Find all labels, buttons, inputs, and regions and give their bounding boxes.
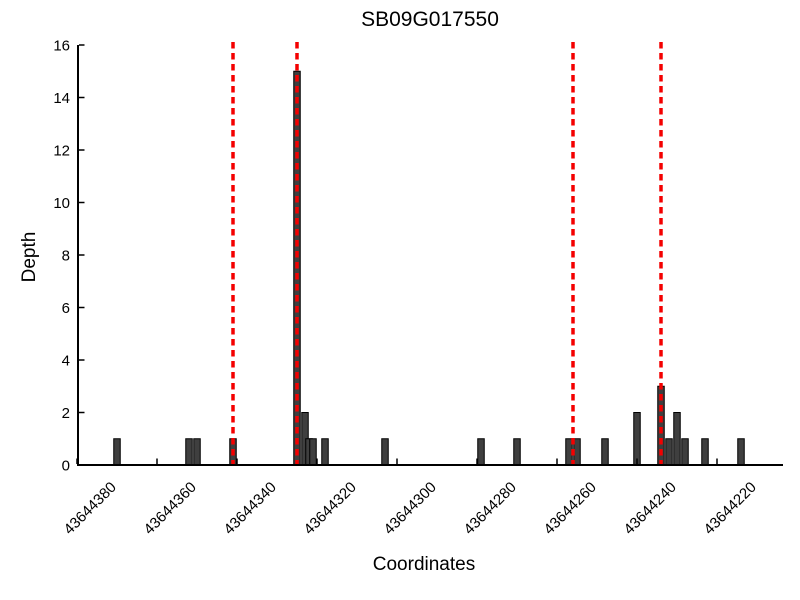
bar (321, 438, 329, 466)
y-tick-label: 6 (62, 300, 70, 317)
bar (633, 412, 641, 466)
x-tick-label: 43644260 (541, 479, 600, 538)
x-tick-label: 43644340 (221, 479, 280, 538)
bar (513, 438, 521, 466)
y-tick-label: 12 (53, 143, 70, 160)
y-tick-label: 8 (62, 248, 70, 265)
y-tick-label: 2 (62, 405, 70, 422)
chart-title: SB09G017550 (361, 8, 499, 31)
x-tick-label: 43644300 (381, 479, 440, 538)
x-tick-label: 43644360 (141, 479, 200, 538)
bar (113, 438, 121, 466)
bar (477, 438, 485, 466)
y-tick-label: 4 (62, 353, 70, 370)
x-tick-label: 43644240 (621, 479, 680, 538)
bar (309, 438, 317, 466)
bar (701, 438, 709, 466)
bar (665, 438, 673, 466)
y-tick-label: 0 (62, 458, 70, 475)
x-axis-label: Coordinates (372, 554, 476, 575)
bar (185, 438, 193, 466)
bar (381, 438, 389, 466)
bar (681, 438, 689, 466)
x-tick-label: 43644220 (701, 479, 760, 538)
bar (193, 438, 201, 466)
bar (673, 412, 681, 466)
x-tick-label: 43644320 (301, 479, 360, 538)
y-tick-label: 10 (53, 195, 70, 212)
y-tick-label: 16 (53, 38, 70, 55)
x-tick-label: 43644280 (461, 479, 520, 538)
x-tick-label: 43644380 (61, 479, 120, 538)
bar (601, 438, 609, 466)
bar (737, 438, 745, 466)
y-tick-label: 14 (53, 90, 70, 107)
